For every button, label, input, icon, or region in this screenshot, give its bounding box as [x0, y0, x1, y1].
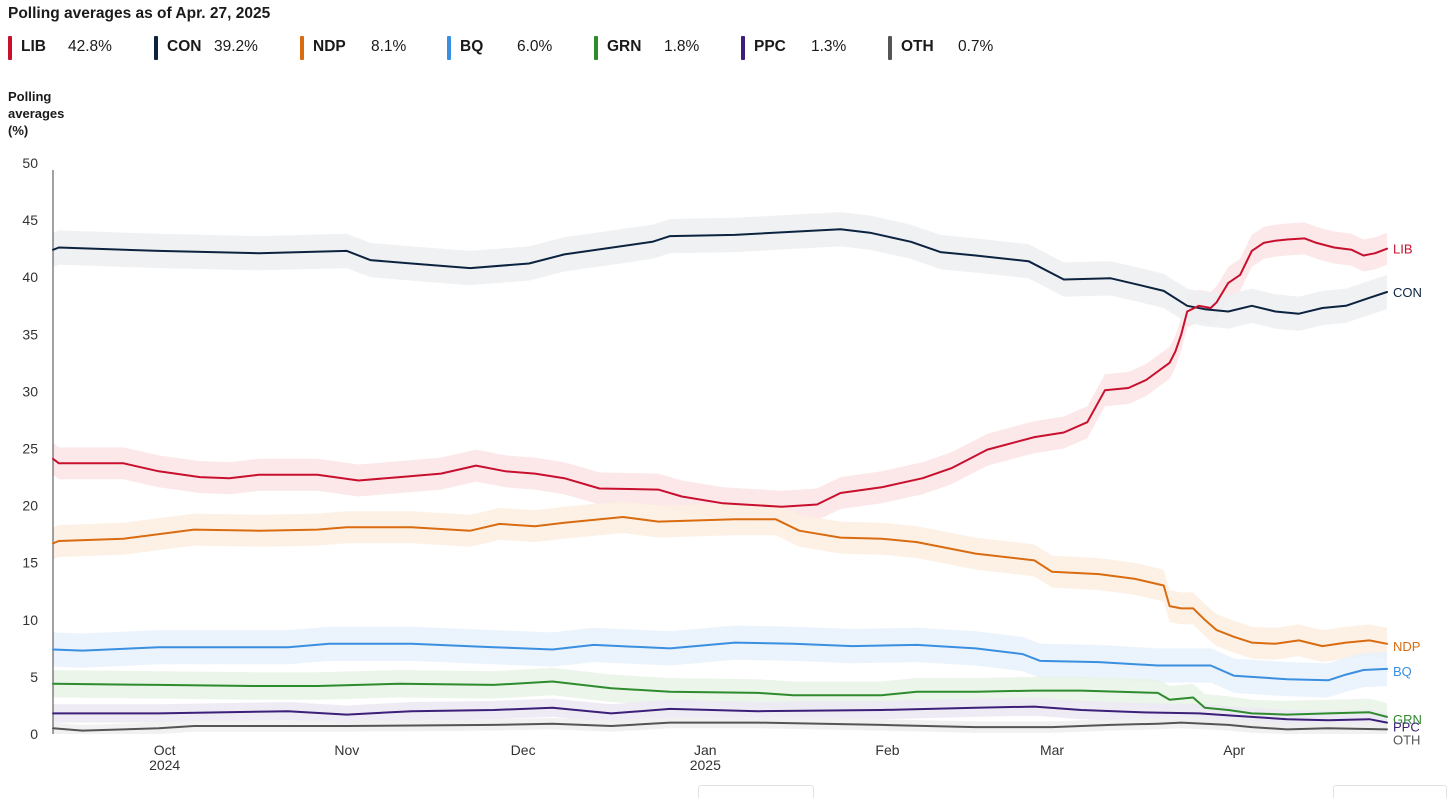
- end-label-ndp: NDP: [1393, 639, 1420, 654]
- end-label-oth: OTH: [1393, 732, 1420, 747]
- y-tick-label: 0: [30, 726, 38, 742]
- band-lib: [53, 222, 1387, 523]
- legend-name: PPC: [754, 38, 786, 55]
- legend-value: 42.8%: [68, 38, 112, 55]
- legend-name: BQ: [460, 38, 484, 55]
- series-lines: [52, 228, 1388, 732]
- x-tick-label: Jan: [694, 742, 717, 758]
- y-tick-label: 10: [22, 612, 38, 628]
- legend-name: NDP: [313, 38, 346, 55]
- legend-swatch: [594, 36, 598, 60]
- legend-swatch: [888, 36, 892, 60]
- legend-value: 1.3%: [811, 38, 847, 55]
- band-oth: [53, 716, 1387, 734]
- end-label-con: CON: [1393, 285, 1422, 300]
- x-tick-year-label: 2025: [690, 757, 721, 773]
- line-lib: [52, 237, 1388, 508]
- y-axis-label-line: Polling: [8, 89, 52, 104]
- line-ppc: [52, 705, 1388, 724]
- end-label-bq: BQ: [1393, 664, 1412, 679]
- end-label-ppc: PPC: [1393, 720, 1420, 735]
- legend-name: GRN: [607, 38, 642, 55]
- end-label-lib: LIB: [1393, 242, 1413, 257]
- band-ndp: [53, 501, 1387, 663]
- legend-swatch: [741, 36, 745, 60]
- legend-name: LIB: [21, 38, 46, 55]
- chart-title: Polling averages as of Apr. 27, 2025: [8, 5, 271, 22]
- legend: LIB 42.8% CON 39.2% NDP 8.1% BQ 6.0% GRN…: [8, 36, 1108, 60]
- end-label-grn: GRN: [1393, 712, 1422, 727]
- x-tick-year-label: 2024: [149, 757, 180, 773]
- x-tick-label: Mar: [1040, 742, 1064, 758]
- legend-name: CON: [167, 38, 202, 55]
- legend-value: 6.0%: [517, 38, 553, 55]
- legend-swatch: [154, 36, 158, 60]
- y-axis-label-line: averages: [8, 106, 65, 121]
- y-tick-label: 45: [22, 212, 38, 228]
- legend-swatch: [8, 36, 12, 60]
- y-tick-label: 25: [22, 441, 38, 457]
- range-slider-handle-left[interactable]: [698, 785, 814, 798]
- y-tick-label: 15: [22, 555, 38, 571]
- x-tick-label: Dec: [511, 742, 536, 758]
- legend-value: 39.2%: [214, 38, 258, 55]
- line-grn: [52, 680, 1388, 718]
- legend-value: 1.8%: [664, 38, 700, 55]
- legend-swatch: [300, 36, 304, 60]
- legend-value: 0.7%: [958, 38, 994, 55]
- y-axis-label-line: (%): [8, 123, 29, 138]
- line-ndp: [52, 516, 1388, 648]
- x-tick-label: Apr: [1223, 742, 1245, 758]
- confidence-bands: [53, 212, 1387, 734]
- y-tick-label: 5: [30, 669, 38, 685]
- line-bq: [52, 641, 1388, 682]
- band-ppc: [53, 697, 1387, 732]
- y-tick-label: 50: [22, 155, 38, 171]
- x-tick-label: Oct: [154, 742, 176, 758]
- line-oth: [52, 721, 1388, 732]
- legend-value: 8.1%: [371, 38, 407, 55]
- y-axis-label: Polling averages (%): [8, 88, 88, 139]
- y-tick-label: 30: [22, 383, 38, 399]
- y-tick-label: 40: [22, 269, 38, 285]
- legend-name: OTH: [901, 38, 934, 55]
- line-con: [52, 228, 1388, 315]
- y-tick-label: 35: [22, 326, 38, 342]
- legend-swatch: [447, 36, 451, 60]
- y-tick-label: 20: [22, 498, 38, 514]
- x-tick-label: Feb: [875, 742, 899, 758]
- x-tick-label: Nov: [334, 742, 359, 758]
- range-slider-handle-right[interactable]: [1333, 785, 1447, 798]
